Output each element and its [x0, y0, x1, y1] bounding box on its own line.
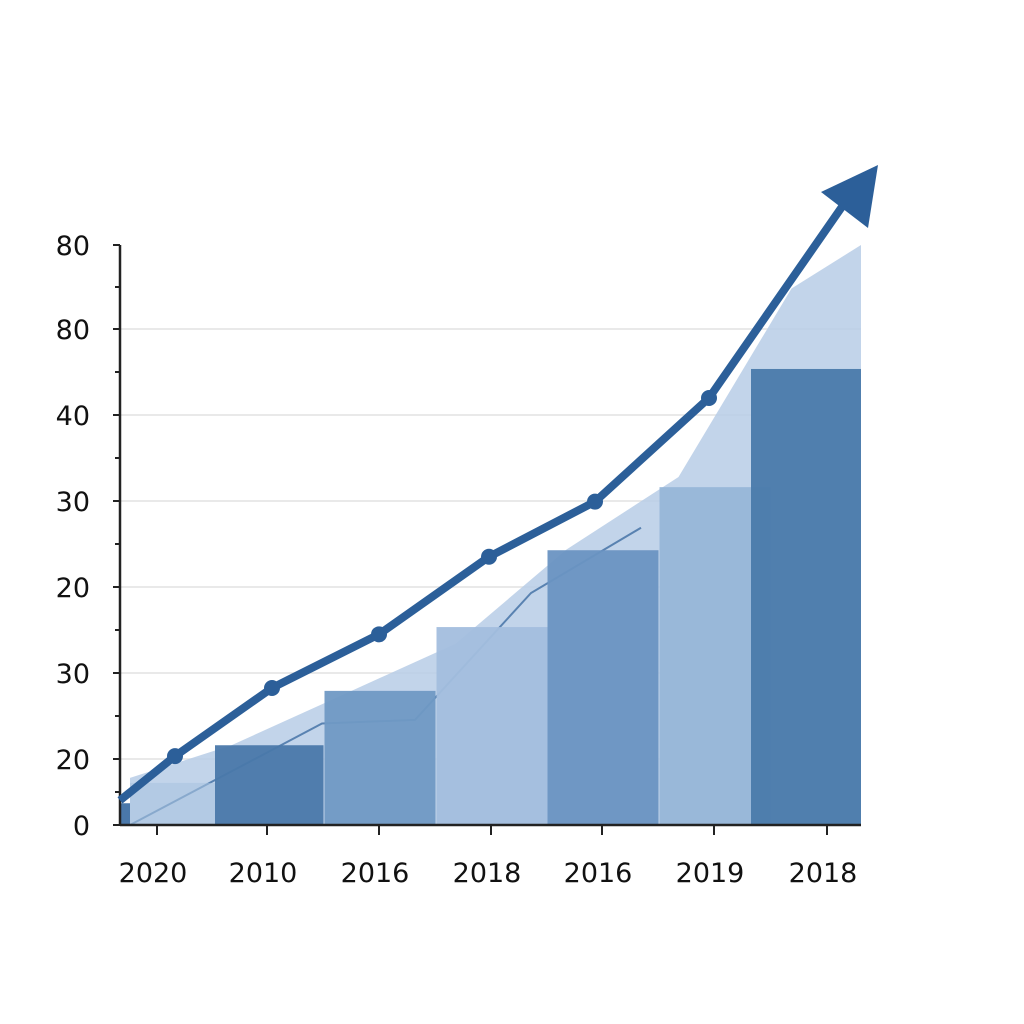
arrow-head-icon: [821, 165, 878, 228]
x-tick-label: 2016: [341, 858, 410, 889]
y-tick-label: 20: [56, 745, 90, 776]
y-tick-label: 80: [56, 315, 90, 346]
line-series: [117, 165, 878, 804]
bar: [436, 627, 548, 825]
y-tick-label: 80: [56, 231, 90, 262]
bar: [130, 782, 215, 825]
y-tick-label: 30: [56, 487, 90, 518]
x-tick-label: 2019: [676, 858, 745, 889]
x-tick-label: 2018: [453, 858, 522, 889]
bar-series: [120, 368, 861, 825]
axes: [113, 244, 861, 835]
x-tick-label: 2018: [789, 858, 858, 889]
line-point: [587, 493, 603, 510]
bar: [751, 368, 861, 825]
line-point: [371, 626, 387, 643]
y-tick-label: 40: [56, 401, 90, 432]
bar: [215, 745, 324, 825]
x-tick-label: 2016: [564, 858, 633, 889]
tick-labels: 0 20 30 20 30 40 80 80 2020 2010 2016 2018 2016 2019 2…: [56, 231, 858, 889]
bar: [324, 690, 436, 825]
x-tick-label: 2010: [229, 858, 298, 889]
bar: [547, 550, 659, 825]
y-tick-label: 20: [56, 573, 90, 604]
y-tick-label: 0: [73, 811, 90, 842]
x-tick-label: 2020: [119, 858, 188, 889]
line-point: [701, 389, 717, 406]
line-point: [167, 748, 183, 765]
line-point: [264, 679, 280, 696]
y-tick-label: 30: [56, 659, 90, 690]
bar-edge: [120, 803, 130, 825]
trend-line: [117, 192, 854, 804]
line-point: [481, 548, 497, 565]
